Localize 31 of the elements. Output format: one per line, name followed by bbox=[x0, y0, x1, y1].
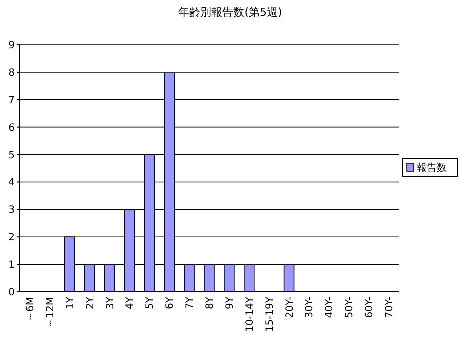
x-tick-label: 50Y- bbox=[344, 296, 356, 318]
chart-title: 年齢別報告数(第5週) bbox=[178, 6, 282, 19]
x-tick-label: 1Y bbox=[65, 296, 76, 310]
x-tick-label: ～6M bbox=[25, 297, 36, 322]
y-tick-label: 7 bbox=[8, 95, 15, 106]
x-tick-label: 15-19Y bbox=[264, 296, 276, 332]
y-tick-label: 9 bbox=[8, 40, 15, 52]
y-tick-label: 1 bbox=[8, 260, 15, 272]
y-tick-label: 8 bbox=[8, 68, 15, 79]
y-tick-label: 0 bbox=[8, 288, 15, 298]
x-tick-label: 8Y bbox=[205, 296, 216, 310]
y-tick-label: 4 bbox=[8, 178, 15, 189]
x-tick-label: 20Y- bbox=[284, 296, 296, 318]
x-tick-label: 40Y- bbox=[324, 296, 336, 318]
x-tick-label: 10-14Y bbox=[244, 296, 256, 332]
x-tick-label: ～12M bbox=[45, 297, 56, 328]
y-tick-label: 3 bbox=[8, 205, 15, 216]
x-tick-label: 6Y bbox=[165, 296, 176, 310]
x-tick-label: 4Y bbox=[125, 296, 136, 310]
y-tick-label: 2 bbox=[8, 232, 15, 244]
y-tick-label: 5 bbox=[8, 150, 15, 162]
x-tick-label: 5Y bbox=[145, 296, 156, 310]
x-tick-label: 7Y bbox=[185, 296, 196, 310]
x-tick-label: 60Y- bbox=[364, 296, 376, 318]
y-tick-label: 6 bbox=[8, 122, 15, 134]
x-tick-label: 2Y bbox=[85, 296, 96, 310]
x-tick-label: 30Y- bbox=[304, 296, 316, 318]
x-tick-label: 9Y bbox=[224, 296, 236, 310]
x-tick-label: 70Y- bbox=[384, 296, 396, 318]
x-tick-label: 3Y bbox=[105, 296, 116, 310]
legend-label: 報告数 bbox=[417, 162, 447, 174]
